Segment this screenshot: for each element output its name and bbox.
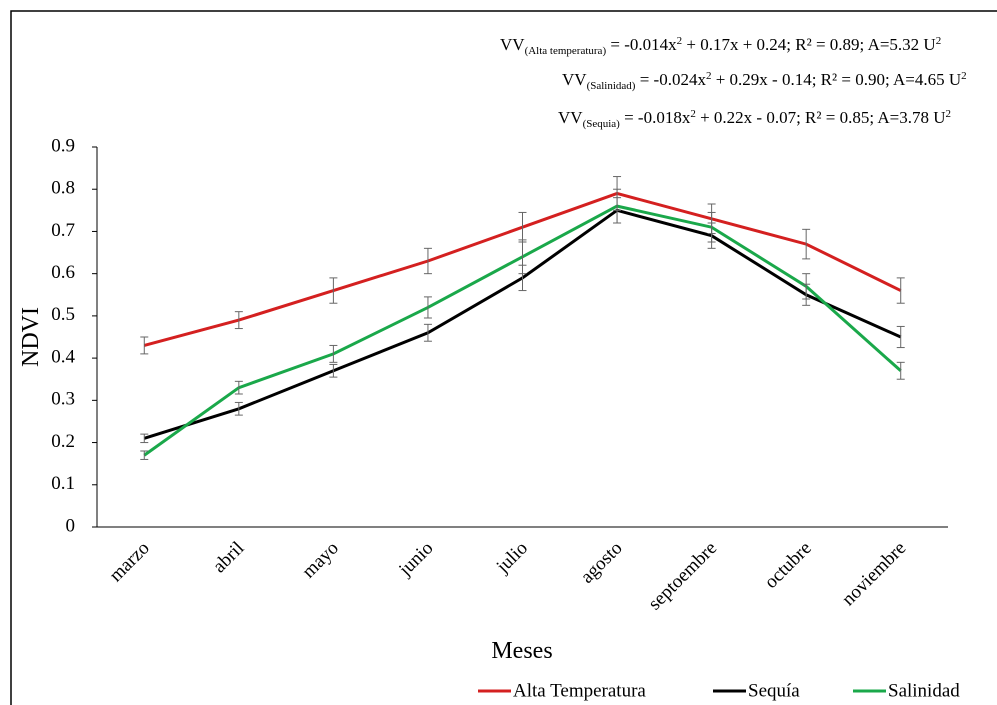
legend-label: Alta Temperatura [513, 680, 646, 701]
equation-part: 2 [946, 108, 952, 120]
equation: VV(Sequia) = -0.018x2 + 0.22x - 0.07; R²… [558, 108, 951, 130]
x-axis-title: Meses [491, 638, 552, 664]
error-bar [896, 361, 905, 380]
error-bar [234, 380, 243, 395]
legend-item: Salinidad [853, 680, 960, 701]
x-tick-label: octubre [761, 538, 816, 593]
error-bar [234, 401, 243, 416]
x-tick-label: abril [209, 538, 248, 577]
error-bar [423, 296, 432, 319]
equation-part: VV [562, 70, 587, 89]
y-tick-label: 0.6 [51, 262, 75, 283]
equation: VV(Salinidad) = -0.024x2 + 0.29x - 0.14;… [562, 70, 967, 92]
equation-part: 2 [690, 108, 696, 120]
error-bar [613, 188, 622, 224]
equation-part: + 0.22x - 0.07; R² = 0.85; A=3.78 U [696, 108, 946, 127]
y-tick-label: 0.5 [51, 304, 75, 325]
x-tick-label: septoembre [644, 538, 721, 615]
error-bar [896, 325, 905, 349]
frame [10, 10, 997, 705]
legend-item: Alta Temperatura [478, 680, 646, 701]
error-bar [140, 450, 149, 460]
error-bar [518, 239, 527, 275]
equation-part: 2 [936, 35, 942, 47]
equation-part: 2 [961, 70, 967, 82]
equation-part: 2 [706, 70, 712, 82]
legend-label: Salinidad [888, 680, 960, 701]
x-tick-label: julio [492, 538, 532, 578]
error-bar [234, 311, 243, 330]
y-tick-label: 0.9 [51, 135, 75, 156]
y-axis-title: NDVI [18, 307, 44, 367]
equation-part: VV [500, 35, 525, 54]
error-bar [423, 247, 432, 275]
error-bar [140, 433, 149, 444]
error-bar [707, 211, 716, 243]
legend-item: Sequía [713, 680, 800, 701]
equation-part: + 0.29x - 0.14; R² = 0.90; A=4.65 U [711, 70, 961, 89]
error-bar [896, 277, 905, 304]
y-tick-label: 0.7 [51, 220, 75, 241]
equation-part: 2 [677, 35, 683, 47]
error-bar [802, 228, 811, 260]
error-bar [802, 273, 811, 300]
equation-part: = -0.024x [635, 70, 706, 89]
equation-part: (Alta temperatura) [525, 45, 607, 57]
equation-part: VV [558, 108, 583, 127]
equation-part: (Salinidad) [587, 80, 636, 92]
error-bar [329, 363, 338, 378]
x-tick-label: marzo [105, 538, 153, 586]
y-tick-label: 0.2 [51, 431, 75, 452]
y-tick-label: 0.3 [51, 389, 75, 410]
x-tick-label: noviembre [838, 538, 910, 610]
x-tick-label: agosto [577, 538, 627, 588]
equation-part: + 0.17x + 0.24; R² = 0.89; A=5.32 U [682, 35, 936, 54]
legend-label: Sequía [748, 680, 800, 701]
x-tick-label: junio [394, 538, 437, 581]
y-tick-label: 0.8 [51, 178, 75, 199]
equation-part: (Sequia) [583, 118, 621, 130]
equation-part: = -0.018x [620, 108, 691, 127]
error-bar [140, 336, 149, 355]
error-bar [423, 323, 432, 342]
equation-part: = -0.014x [606, 35, 677, 54]
error-bar [329, 277, 338, 304]
x-tick-label: mayo [298, 538, 343, 583]
equation: VV(Alta temperatura) = -0.014x2 + 0.17x … [500, 35, 941, 57]
error-bar [329, 344, 338, 363]
y-tick-label: 0 [66, 515, 76, 536]
y-tick-label: 0.4 [51, 346, 75, 367]
y-tick-label: 0.1 [51, 473, 75, 494]
